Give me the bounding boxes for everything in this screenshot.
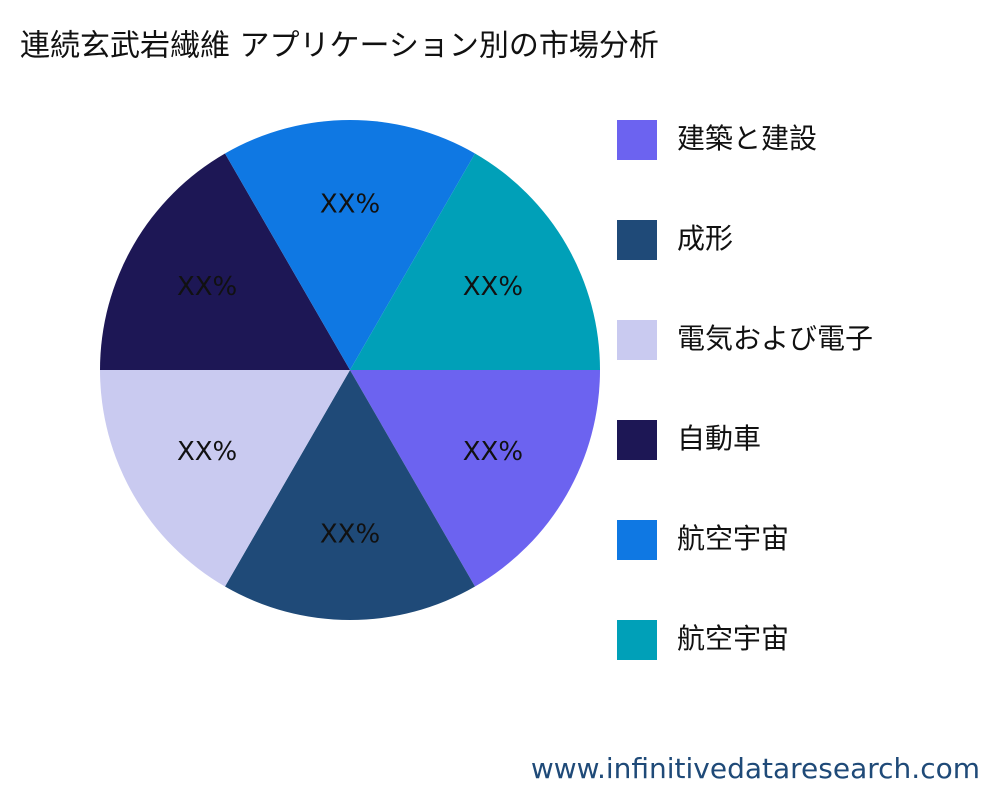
pie-slice bbox=[100, 153, 350, 370]
watermark: www.infinitivedataresearch.com bbox=[531, 752, 980, 785]
legend-label: 建築と建設 bbox=[677, 122, 817, 155]
legend-swatch bbox=[617, 520, 657, 560]
legend-label: 航空宇宙 bbox=[677, 522, 789, 555]
pie-slice bbox=[225, 370, 475, 620]
chart-title: 連続玄武岩繊維 アプリケーション別の市場分析 bbox=[20, 29, 659, 64]
pie-slice bbox=[100, 370, 350, 587]
legend-swatch bbox=[617, 220, 657, 260]
legend-label: 自動車 bbox=[677, 422, 761, 455]
legend-swatch bbox=[617, 320, 657, 360]
slice-label: XX% bbox=[320, 520, 380, 550]
pie-slice bbox=[350, 370, 600, 587]
slice-label: XX% bbox=[463, 272, 523, 302]
legend-swatch bbox=[617, 420, 657, 460]
legend-swatch bbox=[617, 120, 657, 160]
slice-label: XX% bbox=[177, 437, 237, 467]
pie-slice bbox=[350, 153, 600, 370]
legend-label: 成形 bbox=[677, 222, 733, 255]
legend-swatch bbox=[617, 620, 657, 660]
slice-label: XX% bbox=[177, 272, 237, 302]
slice-label: XX% bbox=[463, 437, 523, 467]
slice-label: XX% bbox=[320, 190, 380, 220]
legend-label: 航空宇宙 bbox=[677, 622, 789, 655]
pie-slice bbox=[225, 119, 475, 370]
legend-label: 電気および電子 bbox=[677, 322, 873, 355]
